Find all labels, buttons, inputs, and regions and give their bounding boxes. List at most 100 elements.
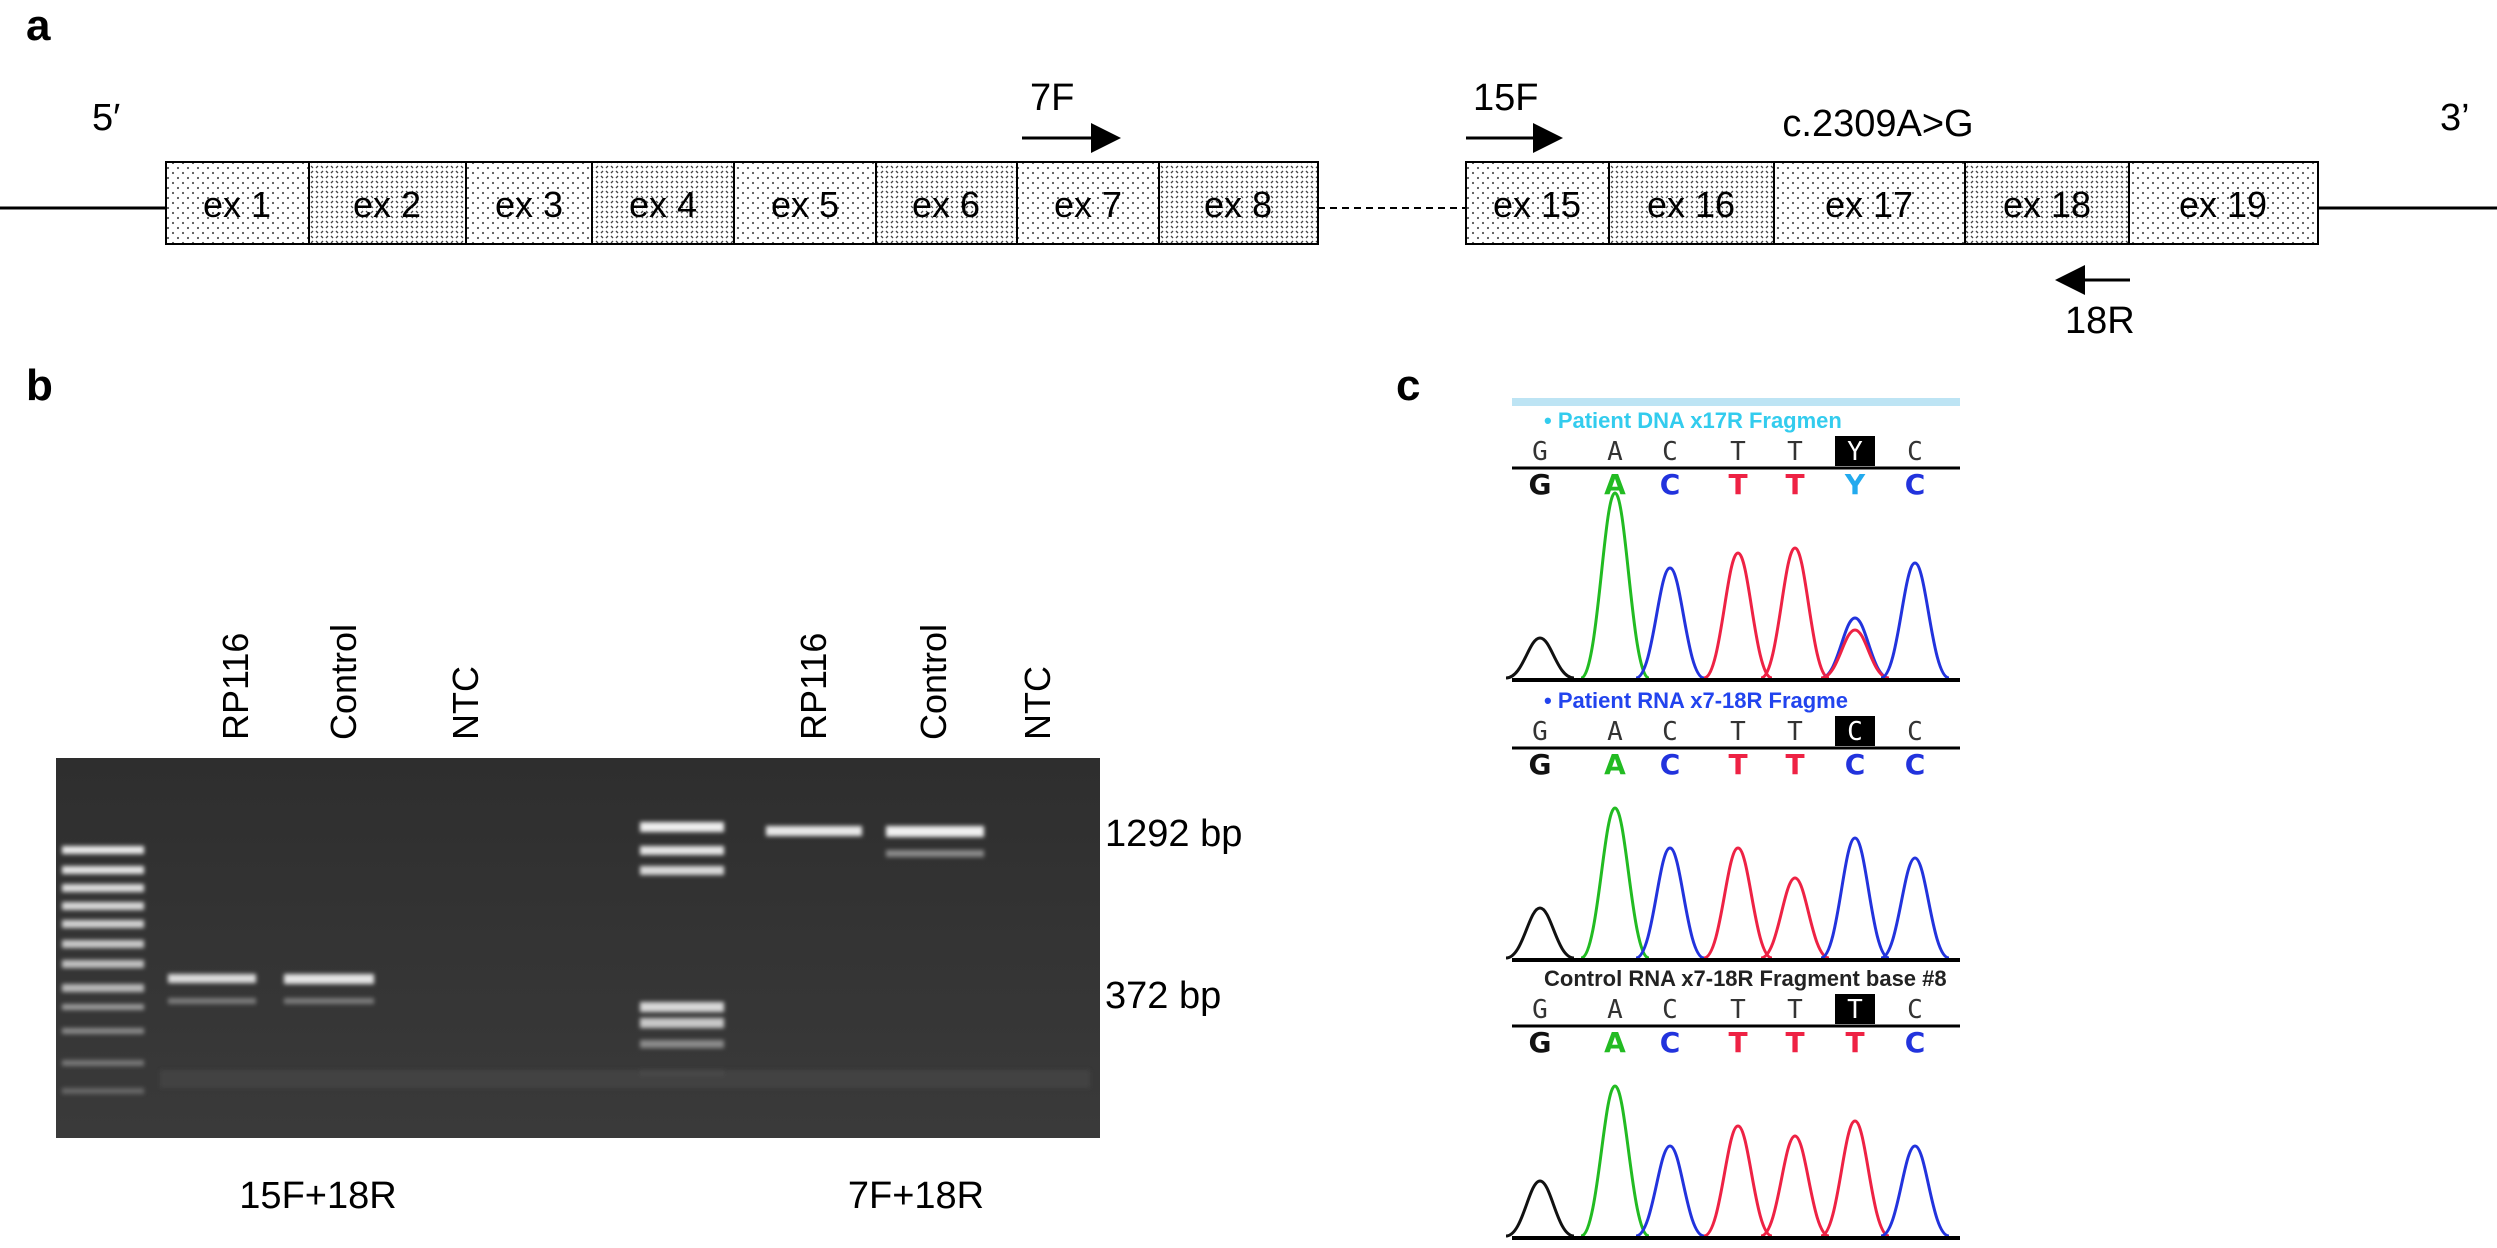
trace-peak (1580, 1084, 1650, 1238)
base-call: T (1728, 1026, 1747, 1059)
exon-label: ex 15 (1493, 184, 1581, 225)
trace-peak (1820, 1119, 1890, 1238)
base-call: G (1529, 468, 1552, 501)
gel-image (56, 758, 1100, 1138)
panel-a: a 5′ 3’ ex 1 ex 2 ex 3 ex 4 ex 5 ex 6 ex… (0, 1, 2497, 342)
base-call: C (1660, 1026, 1681, 1059)
trace-peak (1580, 491, 1650, 680)
trace-peak (1880, 561, 1950, 680)
trace-peak (1703, 1124, 1773, 1238)
five-prime-label: 5′ (92, 97, 120, 139)
primer-7F-label: 7F (1030, 77, 1074, 119)
base-call: T (1785, 468, 1804, 501)
trace-header-bar (1512, 398, 1960, 406)
base-letter: C (1662, 717, 1678, 747)
trace-peak (1760, 546, 1830, 680)
exon-box-2 (308, 161, 467, 245)
highlight-box (1835, 994, 1875, 1024)
base-call: T (1728, 468, 1747, 501)
primer-18R-label: 18R (2065, 300, 2135, 342)
base-call: G (1529, 748, 1552, 781)
primer-dimer-band (160, 1070, 1090, 1088)
trace-peak (1703, 551, 1773, 680)
base-letter: T (1730, 717, 1746, 747)
base-letter: G (1532, 995, 1548, 1025)
base-call: T (1845, 1026, 1864, 1059)
base-letter: T (1787, 437, 1803, 467)
base-call: G (1529, 1026, 1552, 1059)
band-rp116-1292 (766, 826, 862, 836)
base-letter: T (1787, 995, 1803, 1025)
lane-label: NTC (445, 666, 486, 740)
base-call: C (1845, 748, 1866, 781)
base-letter: Y (1847, 437, 1863, 467)
exon-box-15 (1465, 161, 1610, 245)
band-rp116-372 (168, 974, 256, 983)
base-letter: G (1532, 717, 1548, 747)
trace-peak (1880, 1144, 1950, 1238)
exon-block-left: ex 1 ex 2 ex 3 ex 4 ex 5 ex 6 ex 7 ex 8 (165, 161, 1319, 245)
exon-block-right: ex 15 ex 16 ex 17 ex 18 ex 19 (1465, 161, 2319, 245)
trace-title: • Patient DNA x17R Fragmen (1544, 408, 1842, 433)
base-call: T (1728, 748, 1747, 781)
base-call: C (1905, 468, 1926, 501)
primer-15F-label: 15F (1473, 77, 1538, 119)
base-call: Y (1844, 468, 1866, 501)
highlight-box (1835, 436, 1875, 466)
base-letter: A (1607, 717, 1623, 747)
exon-label: ex 2 (353, 184, 421, 225)
lane-label: RP116 (793, 633, 834, 740)
base-letter: A (1607, 437, 1623, 467)
lane-label: RP116 (215, 633, 256, 740)
panel-b: b RP116 Control NTC RP116 Control NTC (26, 361, 1242, 1217)
trace-peak (1505, 1179, 1575, 1238)
band-control-1292-faint (886, 850, 984, 857)
trace-peak (1760, 1134, 1830, 1238)
panel-c-label: c (1396, 361, 1420, 410)
trace-peak (1820, 836, 1890, 960)
band-control-1292 (886, 826, 984, 837)
highlight-box (1835, 716, 1875, 746)
base-letter: T (1730, 995, 1746, 1025)
base-call: A (1604, 748, 1626, 781)
exon-box-4 (591, 161, 735, 245)
base-call: C (1660, 468, 1681, 501)
base-letter: T (1847, 995, 1863, 1025)
exon-label: ex 7 (1054, 184, 1122, 225)
trace-peak (1635, 1144, 1705, 1238)
trace-peak (1880, 856, 1950, 960)
exon-label: ex 8 (1204, 184, 1272, 225)
base-letter: C (1662, 995, 1678, 1025)
gel-caption: 7F+18R (848, 1175, 984, 1217)
exon-box-16 (1608, 161, 1775, 245)
exon-label: ex 4 (629, 184, 697, 225)
trace-title: • Patient RNA x7-18R Fragme (1544, 688, 1848, 713)
band-control-372-faint (284, 998, 374, 1004)
base-call: A (1604, 1026, 1626, 1059)
base-letter: A (1607, 995, 1623, 1025)
trace-peak (1505, 636, 1575, 680)
exon-label: ex 17 (1825, 184, 1913, 225)
exon-box-3 (465, 161, 593, 245)
exon-box-1 (165, 161, 310, 245)
lane-label: Control (913, 624, 954, 740)
three-prime-label: 3’ (2440, 97, 2470, 139)
trace-peak (1635, 846, 1705, 960)
trace-peak (1635, 566, 1705, 680)
exon-label: ex 16 (1647, 184, 1735, 225)
trace-peak (1580, 806, 1650, 960)
mutation-label: c.2309A>G (1782, 103, 1973, 145)
ladder-1 (62, 846, 144, 1094)
base-call: C (1905, 1026, 1926, 1059)
band-size-label: 372 bp (1105, 975, 1221, 1017)
exon-box-5 (733, 161, 877, 245)
band-control-372 (284, 974, 374, 984)
band-size-label: 1292 bp (1105, 813, 1242, 855)
lane-label: Control (323, 624, 364, 740)
exon-box-17 (1773, 161, 1966, 245)
base-call: C (1905, 748, 1926, 781)
base-letter: G (1532, 437, 1548, 467)
